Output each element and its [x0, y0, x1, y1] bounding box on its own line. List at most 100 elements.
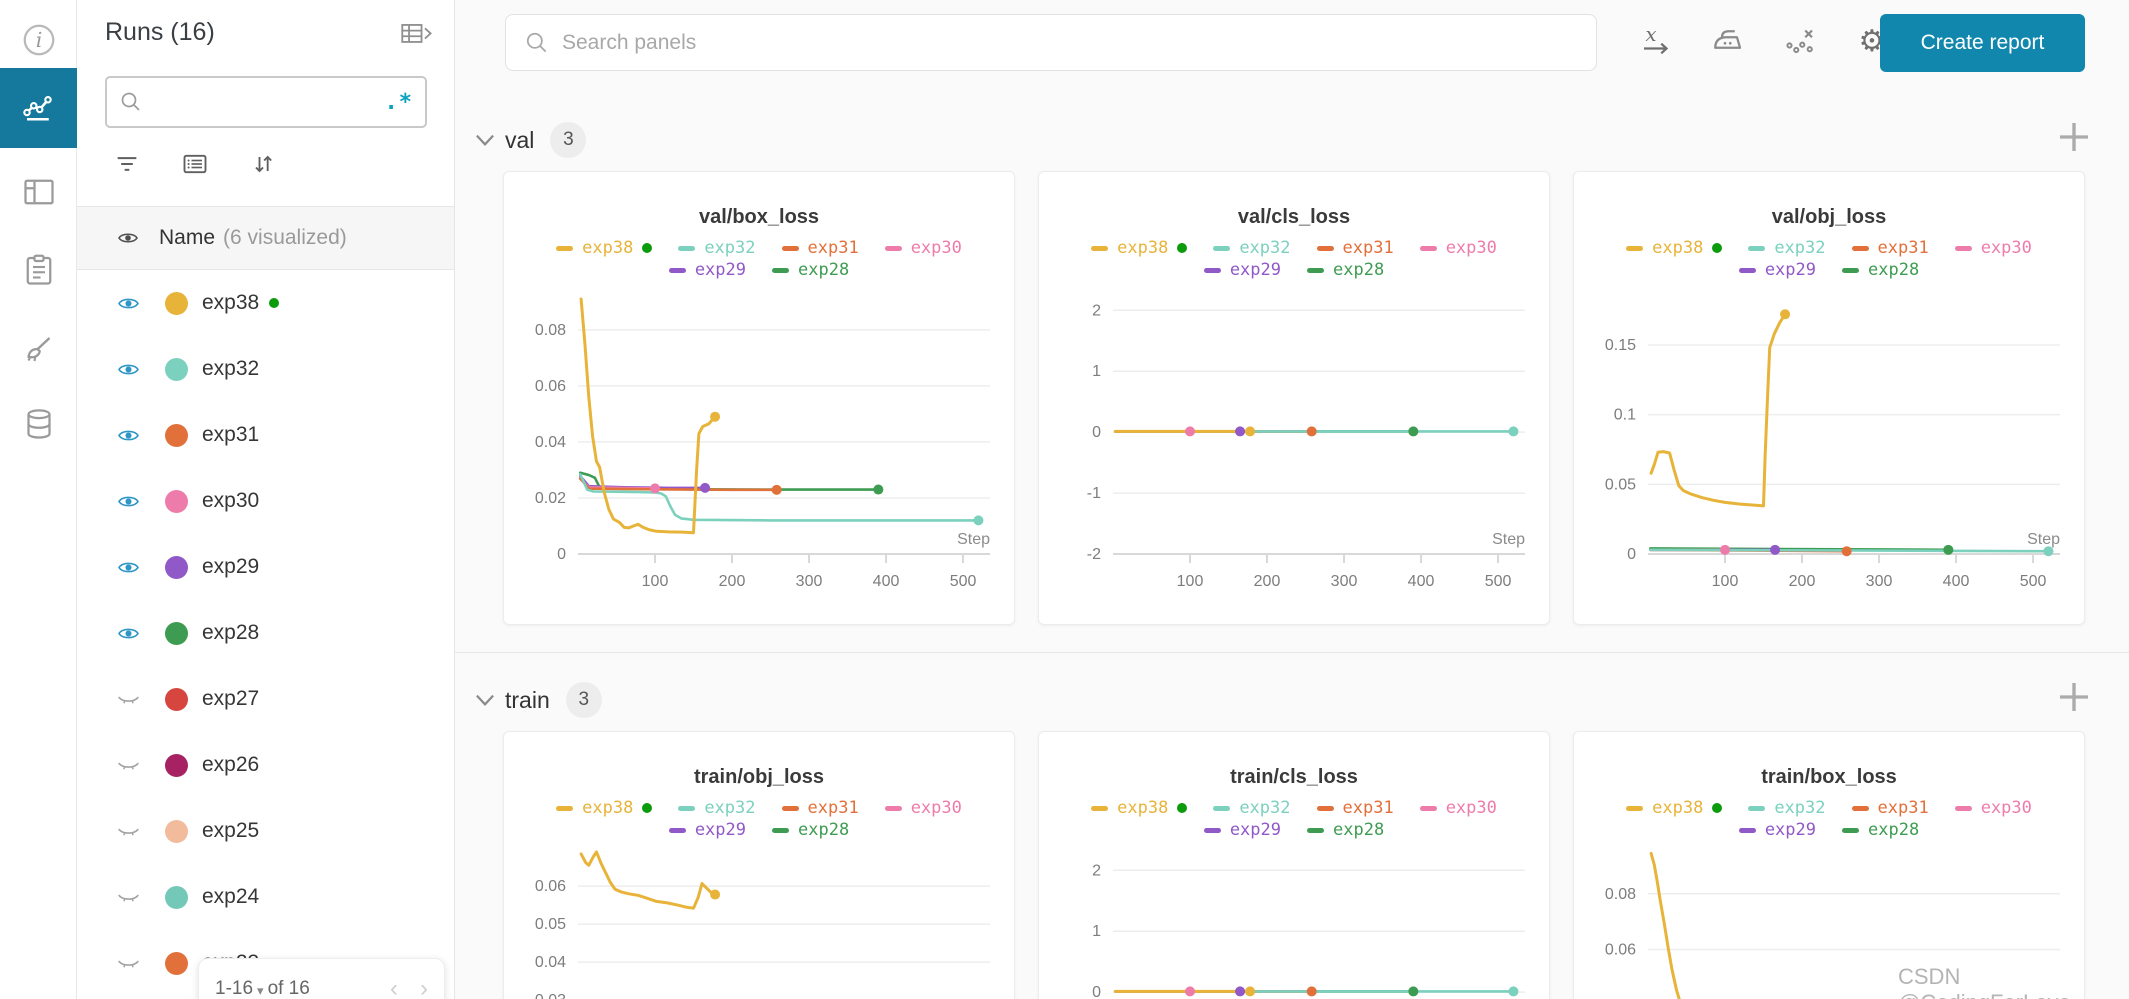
smoothing-iron-icon[interactable] — [1705, 18, 1751, 64]
logs-tab[interactable] — [0, 238, 77, 302]
line-chart-icon — [22, 95, 52, 121]
run-name: exp32 — [202, 357, 260, 380]
section-collapse-chevron-icon[interactable] — [475, 693, 495, 707]
panels-tab[interactable] — [0, 160, 77, 224]
x-axis-icon[interactable]: x — [1633, 18, 1679, 64]
legend-item: exp30 — [884, 238, 962, 258]
database-icon — [26, 409, 51, 439]
create-report-button[interactable]: Create report — [1880, 14, 2085, 72]
svg-text:0.1: 0.1 — [1614, 407, 1636, 424]
legend-run-name: exp30 — [1445, 798, 1497, 818]
legend-item: exp29 — [1738, 820, 1816, 840]
info-icon[interactable]: i — [0, 8, 77, 72]
run-row[interactable]: exp25 — [77, 798, 454, 864]
add-panel-icon[interactable] — [2053, 116, 2095, 163]
run-row[interactable]: exp38 — [77, 270, 454, 336]
svg-text:0.06: 0.06 — [535, 878, 566, 895]
run-name: exp25 — [202, 819, 260, 842]
chart-card-val-cls-loss[interactable]: val/cls_loss exp38 exp32 exp31 exp30 exp29 exp… — [1038, 171, 1550, 625]
svg-text:400: 400 — [873, 573, 900, 590]
eye-closed-icon[interactable] — [113, 887, 143, 908]
sweeps-tab[interactable] — [0, 318, 77, 382]
run-row[interactable]: exp29 — [77, 534, 454, 600]
section-count-badge: 3 — [565, 682, 602, 718]
legend-dash — [781, 245, 799, 251]
svg-text:0.06: 0.06 — [1605, 942, 1636, 959]
toggle-all-eye-icon[interactable] — [115, 228, 141, 248]
legend-dash — [668, 827, 686, 833]
chart-title: val/box_loss — [698, 206, 820, 228]
eye-closed-icon[interactable] — [113, 755, 143, 776]
svg-text:500: 500 — [1485, 573, 1512, 590]
legend-item: exp31 — [1316, 238, 1394, 258]
chart-card-train-cls-loss[interactable]: train/cls_loss exp38 exp32 exp31 exp30 exp29 e… — [1038, 731, 1550, 999]
runs-search-input[interactable] — [153, 91, 385, 113]
eye-closed-icon[interactable] — [113, 821, 143, 842]
chevron-down-icon[interactable]: ▾ — [257, 983, 264, 998]
eye-open-icon[interactable] — [113, 293, 143, 314]
page-prev-icon[interactable]: ‹ — [390, 975, 398, 999]
svg-text:400: 400 — [1408, 573, 1435, 590]
page-next-icon[interactable]: › — [420, 975, 428, 999]
legend-item: exp30 — [1954, 798, 2032, 818]
svg-text:500: 500 — [950, 573, 977, 590]
svg-text:0: 0 — [557, 546, 566, 563]
legend-item: exp38 — [1091, 238, 1188, 258]
regex-toggle[interactable]: .* — [384, 89, 413, 115]
run-row[interactable]: exp27 — [77, 666, 454, 732]
legend-run-name: exp38 — [1652, 798, 1704, 818]
chart-plot: 0 0.05 0.1 0.15 100 200 300 400 500 Step — [1605, 309, 2060, 590]
left-rail: i — [0, 0, 77, 999]
svg-text:0.08: 0.08 — [535, 322, 566, 339]
svg-text:0.05: 0.05 — [1605, 476, 1636, 493]
pagination: 1-16 ▾ of 16 ‹ › — [198, 958, 445, 999]
eye-open-icon[interactable] — [113, 359, 143, 380]
legend-item: exp29 — [1203, 260, 1281, 280]
list-icon[interactable] — [181, 150, 209, 183]
eye-closed-icon[interactable] — [113, 689, 143, 710]
run-row[interactable]: exp31 — [77, 402, 454, 468]
eye-open-icon[interactable] — [113, 425, 143, 446]
svg-text:200: 200 — [1789, 573, 1816, 590]
panel-search-input[interactable] — [562, 30, 1578, 55]
legend-run-name: exp29 — [1229, 260, 1281, 280]
chart-title: train/cls_loss — [1230, 766, 1358, 788]
run-row[interactable]: exp24 — [77, 864, 454, 930]
pagination-of: of 16 — [267, 978, 310, 999]
legend-dash — [1954, 245, 1972, 251]
svg-text:100: 100 — [642, 573, 669, 590]
table-expand-icon[interactable] — [400, 20, 434, 53]
outliers-icon[interactable] — [1777, 18, 1823, 64]
section-collapse-chevron-icon[interactable] — [475, 133, 495, 147]
chart-card-train-obj-loss[interactable]: train/obj_loss exp38 exp32 exp31 exp30 exp29 e… — [503, 731, 1015, 999]
chart-card-train-box-loss[interactable]: train/box_loss exp38 exp32 exp31 exp30 exp29 e… — [1573, 731, 2085, 999]
legend-dash — [1091, 805, 1109, 811]
run-color-dot — [165, 555, 188, 579]
chart-card-val-obj-loss[interactable]: val/obj_loss exp38 exp32 exp31 exp30 exp29 exp… — [1573, 171, 2085, 625]
eye-open-icon[interactable] — [113, 557, 143, 578]
legend-item: exp32 — [1213, 238, 1291, 258]
run-row[interactable]: exp32 — [77, 336, 454, 402]
svg-text:0.02: 0.02 — [535, 490, 566, 507]
svg-text:0.04: 0.04 — [535, 954, 566, 971]
run-color-dot — [165, 753, 188, 777]
chart-legend: exp38 exp32 exp31 exp30 exp29 exp28 — [1039, 798, 1549, 840]
workspace-charts-tab[interactable] — [0, 68, 77, 148]
legend-item: exp31 — [781, 798, 859, 818]
run-row[interactable]: exp28 — [77, 600, 454, 666]
chart-title: val/obj_loss — [1771, 206, 1887, 228]
run-row[interactable]: exp30 — [77, 468, 454, 534]
run-row[interactable]: exp26 — [77, 732, 454, 798]
add-panel-icon[interactable] — [2053, 676, 2095, 723]
eye-open-icon[interactable] — [113, 623, 143, 644]
chart-card-val-box-loss[interactable]: val/box_loss exp38 exp32 exp31 exp30 exp29 exp… — [503, 171, 1015, 625]
sort-icon[interactable] — [249, 150, 277, 183]
legend-dash — [678, 245, 696, 251]
legend-dash — [1203, 267, 1221, 273]
filter-icon[interactable] — [113, 150, 141, 183]
artifacts-tab[interactable] — [0, 392, 77, 456]
section-label-train: train — [505, 686, 550, 713]
eye-open-icon[interactable] — [113, 491, 143, 512]
legend-item: exp38 — [1626, 798, 1723, 818]
eye-closed-icon[interactable] — [113, 953, 143, 974]
